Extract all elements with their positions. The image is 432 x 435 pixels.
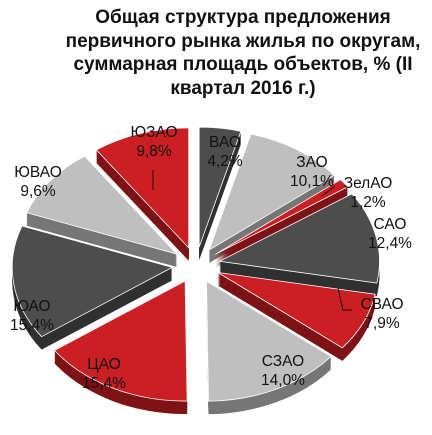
slice-1-name: ВАО — [209, 134, 241, 151]
slice-8 — [11, 225, 174, 338]
slice-8-value: 15,4% — [10, 317, 54, 334]
slice-7 — [53, 280, 188, 402]
slice-10-name: ЮЗАО — [130, 124, 177, 141]
slice-6-label: СЗАО 14,0% — [261, 353, 305, 389]
slice-3-leader — [321, 185, 336, 197]
slice-10-value: 9,8% — [136, 143, 172, 160]
slice-7-value: 15,4% — [82, 375, 126, 392]
slice-2-label: ЗАО 10,1% — [290, 154, 334, 190]
slice-5-leader — [337, 287, 352, 311]
slice-1-label: ВАО 4,2% — [207, 134, 243, 170]
slice-9 — [26, 155, 179, 255]
slice-1 — [198, 126, 242, 248]
slice-4 — [218, 193, 380, 284]
slice-10-label: ЮЗАО 9,8% — [130, 124, 177, 160]
slice-7-label: ЦАО 15,4% — [82, 356, 126, 392]
slice-5 — [217, 272, 376, 349]
slice-3-label: ЗелАО 1,2% — [344, 175, 393, 211]
slice-2-name: ЗАО — [296, 154, 327, 171]
slice-1-value: 4,2% — [207, 153, 243, 170]
slice-4-value: 12,4% — [368, 235, 412, 252]
slice-3 — [215, 179, 349, 255]
slice-9-label: ЮВАО 9,6% — [14, 164, 62, 200]
slice-9-name: ЮВАО — [14, 164, 62, 181]
slice-3-value: 1,2% — [350, 194, 386, 211]
slice-5-value: 7,9% — [364, 315, 400, 332]
slice-2-value: 10,1% — [290, 173, 334, 190]
chart-title: Общая структура предложения первичного р… — [65, 7, 421, 99]
slice-5-name: СВАО — [360, 296, 403, 313]
slice-5-label: СВАО 7,9% — [360, 296, 403, 332]
slice-4-name: САО — [374, 216, 407, 233]
slice-6-name: СЗАО — [262, 353, 304, 370]
slice-2 — [208, 133, 336, 251]
slice-4-label: САО 12,4% — [368, 216, 412, 252]
slice-6-value: 14,0% — [261, 372, 305, 389]
slice-6 — [206, 280, 332, 402]
slice-9-value: 9,6% — [20, 183, 56, 200]
slice-10 — [95, 127, 190, 249]
slice-7-name: ЦАО — [87, 356, 121, 373]
slice-3-name: ЗелАО — [344, 175, 393, 192]
slice-8-label: ЮАО 15,4% — [10, 298, 54, 334]
slice-8-name: ЮАО — [13, 298, 50, 315]
